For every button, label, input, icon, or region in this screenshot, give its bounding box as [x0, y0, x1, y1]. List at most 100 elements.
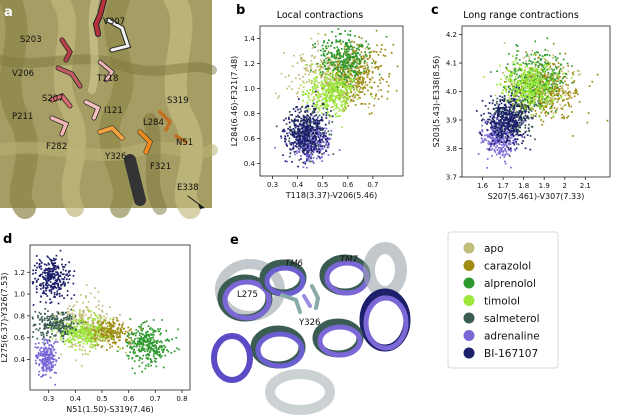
data-point — [491, 148, 494, 150]
data-point — [534, 82, 537, 84]
data-point — [573, 92, 575, 95]
data-point — [528, 93, 530, 96]
data-point — [86, 325, 88, 328]
data-point — [357, 70, 359, 73]
data-point — [496, 127, 499, 129]
data-point — [547, 67, 550, 70]
data-point — [306, 136, 308, 139]
data-point — [335, 107, 337, 110]
data-point — [351, 40, 353, 43]
data-point — [481, 99, 484, 102]
data-point — [544, 49, 547, 51]
data-point — [496, 111, 499, 114]
data-point — [545, 65, 548, 68]
data-point — [315, 101, 318, 103]
data-point — [322, 148, 324, 150]
data-point — [534, 66, 537, 68]
data-point — [348, 92, 351, 94]
data-point — [537, 93, 540, 96]
data-point — [318, 65, 320, 68]
data-point — [99, 319, 102, 321]
residue-label: P211 — [12, 112, 33, 122]
data-point — [500, 111, 503, 113]
data-point — [315, 139, 318, 141]
data-point — [347, 33, 349, 36]
data-point — [327, 97, 330, 99]
data-point — [572, 81, 575, 84]
data-point — [527, 90, 530, 92]
data-point — [314, 46, 316, 48]
data-point — [524, 83, 527, 86]
data-point — [555, 60, 558, 62]
data-point — [506, 63, 509, 65]
data-point — [332, 78, 334, 80]
data-point — [321, 129, 324, 132]
data-point — [499, 156, 502, 159]
data-point — [570, 92, 572, 95]
data-point — [317, 144, 320, 146]
residue-label: I121 — [104, 106, 123, 116]
data-point — [94, 334, 96, 337]
data-point — [520, 123, 523, 126]
data-point — [94, 330, 96, 333]
data-point — [504, 148, 506, 150]
data-point — [384, 48, 387, 51]
data-point — [503, 95, 506, 97]
data-point — [302, 118, 305, 121]
data-point — [112, 316, 115, 319]
data-point — [307, 131, 310, 133]
scatter-points — [476, 37, 609, 169]
data-point — [295, 106, 298, 108]
data-point — [99, 320, 101, 323]
data-point — [362, 79, 364, 82]
data-point — [376, 44, 378, 47]
data-point — [517, 143, 520, 146]
data-point — [516, 73, 518, 76]
data-point — [316, 125, 318, 127]
data-point — [333, 85, 336, 88]
data-point — [319, 64, 322, 66]
data-point — [522, 133, 525, 135]
data-point — [501, 115, 503, 117]
data-point — [109, 338, 111, 341]
data-point — [336, 78, 338, 80]
data-point — [341, 72, 343, 74]
panel-b: b Local contractions 0.3 0.4 0.5 0.6 0.70.40… — [230, 3, 404, 200]
data-point — [547, 95, 550, 98]
data-point — [327, 88, 330, 91]
data-point — [351, 74, 354, 77]
data-point — [100, 327, 102, 329]
data-point — [284, 160, 287, 162]
data-point — [339, 75, 342, 77]
data-point — [344, 43, 347, 45]
data-point — [521, 102, 524, 104]
data-point — [510, 115, 513, 117]
data-point — [293, 122, 296, 125]
data-point — [514, 148, 516, 151]
data-point — [544, 67, 546, 70]
data-point — [336, 96, 338, 99]
data-point — [549, 66, 552, 69]
data-point — [500, 138, 502, 140]
data-point — [504, 162, 507, 165]
data-point — [320, 54, 323, 57]
data-point — [323, 94, 325, 97]
data-point — [328, 92, 330, 94]
data-point — [510, 83, 513, 85]
data-point — [510, 148, 512, 151]
data-point — [330, 82, 333, 85]
data-point — [305, 141, 308, 143]
data-point — [509, 113, 512, 115]
data-point — [506, 109, 509, 112]
data-point — [337, 59, 339, 62]
data-point — [550, 107, 553, 109]
data-point — [358, 89, 361, 92]
data-point — [300, 155, 302, 157]
data-point — [534, 76, 537, 79]
data-point — [524, 131, 527, 134]
data-point — [339, 82, 342, 85]
data-point — [556, 86, 559, 89]
data-point — [346, 66, 349, 69]
data-point — [298, 159, 301, 161]
data-point — [300, 132, 303, 134]
